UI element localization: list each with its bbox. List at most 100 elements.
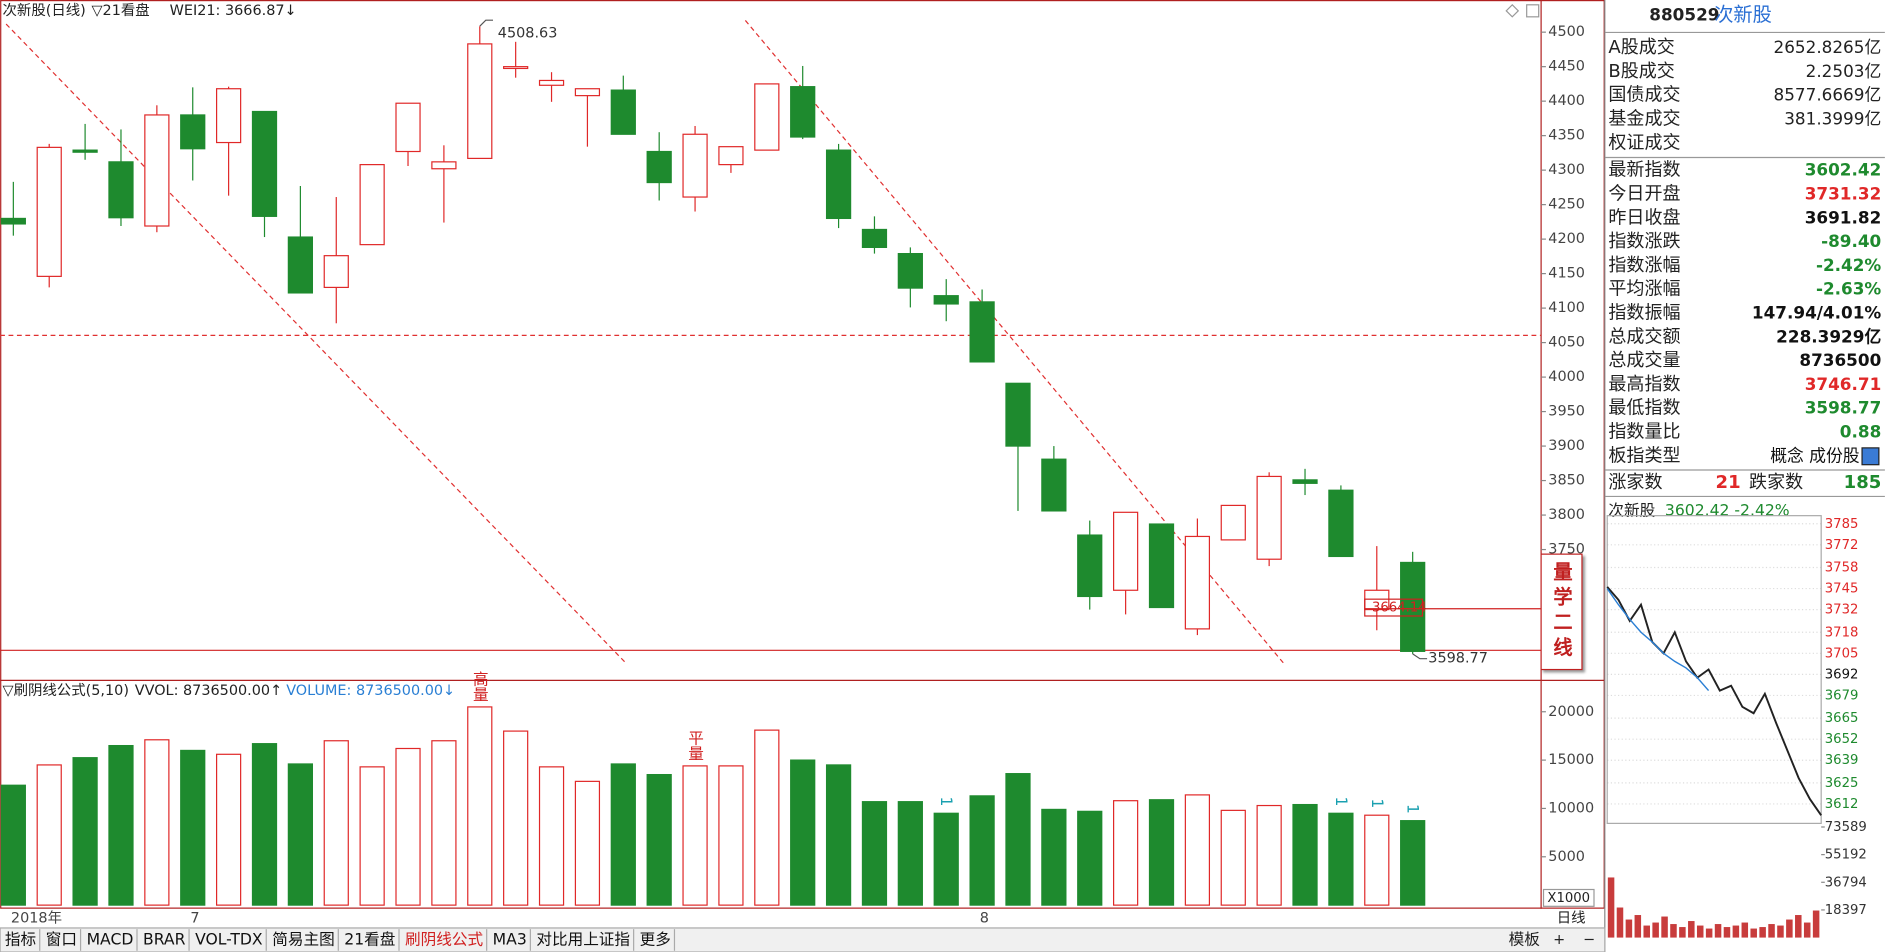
y-tick-label: 3772 (1825, 538, 1859, 553)
volume-bar (1652, 922, 1659, 938)
candle-body (1005, 382, 1031, 447)
tab[interactable]: 简易主图 (272, 930, 334, 948)
volume-bar (646, 773, 672, 906)
row-value: -2.63% (1816, 279, 1881, 299)
volume-bar (1616, 907, 1624, 938)
y-tick-label: 55192 (1825, 848, 1867, 863)
y-tick-label: 73589 (1825, 820, 1867, 835)
code: 880529 (1649, 5, 1719, 25)
candle-body (287, 236, 314, 294)
row-label: 指数涨幅 (1608, 255, 1680, 276)
tab[interactable]: 对比用上证指 (536, 930, 630, 948)
intraday-readout: 3602.42 -2.42% (1665, 501, 1790, 519)
tab[interactable]: MA3 (493, 930, 527, 948)
x-tick-label: 2018年 (11, 909, 62, 926)
candle-body (790, 86, 816, 138)
candle-body (0, 217, 26, 225)
indicator-readout: WEI21: 3666.87↓ (170, 3, 297, 19)
row-value: 8736500 (1799, 350, 1881, 370)
y-tick-label: 3950 (1548, 404, 1585, 420)
volume-bar (467, 706, 493, 906)
row-label: 最高指数 (1608, 374, 1680, 395)
tab[interactable]: VOL-TDX (195, 930, 263, 948)
y-tick-label: 36794 (1825, 875, 1867, 890)
candle-body (1113, 511, 1139, 591)
tab[interactable]: 刷阴线公式 (405, 930, 483, 948)
volume-bar (0, 784, 26, 906)
y-tick-label: 4050 (1548, 335, 1585, 351)
volume-bar (1777, 925, 1784, 938)
candle-body (1256, 475, 1282, 560)
row-label: 昨日收盘 (1608, 207, 1680, 228)
intraday-title: 次新股 (1608, 501, 1655, 519)
tab[interactable]: MACD (87, 930, 134, 948)
candle-body (574, 88, 601, 97)
y-tick-label: 4000 (1548, 369, 1585, 385)
volume-bar (1400, 820, 1426, 906)
tab[interactable]: 窗口 (46, 930, 77, 948)
icon[interactable] (1526, 4, 1540, 18)
template-button[interactable]: 模板 (1509, 930, 1541, 948)
volume-bar (431, 740, 457, 906)
x-tick-label: 8 (980, 910, 989, 926)
y-tick-label: 4500 (1548, 24, 1585, 40)
candle-body (251, 110, 278, 217)
volume-bar (1705, 928, 1713, 938)
volume-bar (1220, 809, 1246, 906)
chart-title: 次新股(日线) (3, 2, 86, 19)
zoom-in[interactable]: + (1553, 932, 1565, 948)
y-tick-label: 3692 (1825, 667, 1859, 682)
volume-bar (1732, 925, 1740, 938)
volume-bar (1184, 794, 1211, 906)
candle-body (503, 66, 529, 70)
volume-readout: VOLUME: 8736500.00↓ (286, 683, 455, 699)
candle-body (108, 161, 134, 219)
y-tick-label: 4200 (1548, 231, 1585, 247)
volume-bar (1696, 925, 1704, 938)
y-tick-label: 3750 (1548, 542, 1585, 558)
candle-body (861, 228, 888, 248)
volume-bar (1643, 925, 1650, 938)
volume-tag: 平量 (686, 730, 704, 761)
tab[interactable]: 指标 (5, 930, 36, 948)
tab[interactable]: 更多 (640, 930, 671, 948)
volume-bar (1041, 808, 1067, 906)
volume-bar (718, 765, 744, 906)
candle-body (897, 253, 923, 289)
candle-body (825, 149, 852, 220)
row-value: -2.42% (1816, 255, 1881, 275)
row-label: 今日开盘 (1608, 183, 1680, 204)
tab-bar (0, 927, 1606, 952)
volume-bar (287, 763, 314, 906)
volume-bar (574, 780, 601, 906)
icon[interactable] (1861, 447, 1880, 466)
row-label: 板指类型 (1608, 445, 1680, 466)
candle-body (395, 102, 421, 153)
row-label: 总成交量 (1608, 350, 1680, 371)
tab[interactable]: BRAR (143, 930, 186, 948)
indicator-name: ▽21看盘 (91, 1, 149, 19)
period-label: 日线 (1557, 909, 1586, 926)
y-tick-label: 3745 (1825, 582, 1859, 597)
icon[interactable] (1505, 3, 1520, 18)
row-label: A股成交 (1608, 37, 1674, 58)
unit-box (1542, 888, 1595, 907)
tab[interactable]: 21看盘 (344, 929, 395, 948)
volume-bar (36, 764, 62, 906)
row-label: 最低指数 (1608, 398, 1680, 419)
volume-bar (1795, 915, 1802, 938)
volume-bar (395, 747, 421, 906)
y-tick-label: 3652 (1825, 732, 1859, 747)
row-value: 概念 成份股 (1770, 445, 1860, 465)
volume-bar (215, 753, 242, 906)
zoom-out[interactable]: − (1583, 932, 1595, 948)
candle-body (180, 114, 206, 150)
volume-bar (897, 801, 923, 906)
volume-bar (251, 743, 278, 906)
volume-bar (1292, 803, 1318, 906)
index-name: 次新股 (1714, 3, 1772, 26)
row-value: 3691.82 (1805, 207, 1882, 227)
candle-body (1220, 504, 1246, 541)
candle-body (467, 43, 493, 160)
